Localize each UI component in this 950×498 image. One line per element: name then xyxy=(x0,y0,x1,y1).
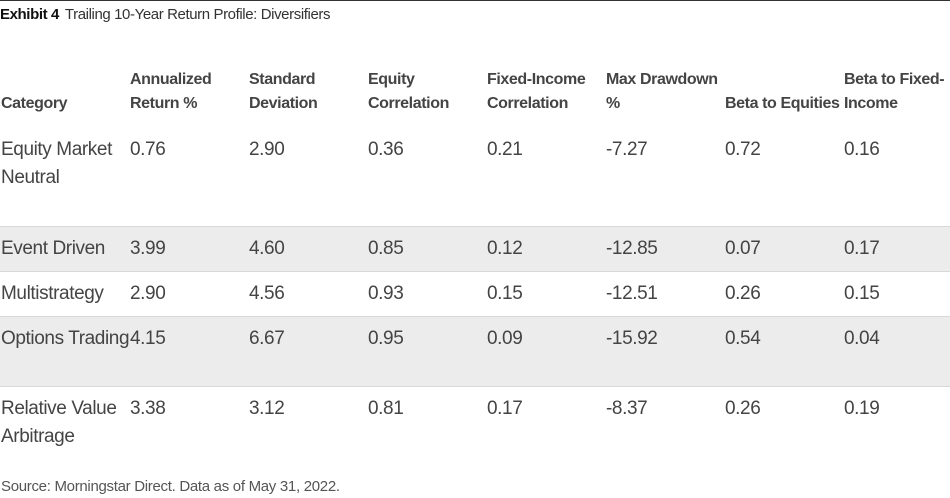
cell-annualized-return: 3.38 xyxy=(130,386,249,485)
table-row: Event Driven 3.99 4.60 0.85 0.12 -12.85 … xyxy=(0,226,950,272)
cell-standard-deviation: 6.67 xyxy=(249,316,368,387)
cell-annualized-return: 3.99 xyxy=(130,226,249,272)
column-header-equity-correlation: Equity Correlation xyxy=(368,71,449,112)
column-header-standard-deviation: Standard Deviation xyxy=(249,71,318,112)
cell-beta-to-equities: 0.26 xyxy=(725,386,844,485)
cell-category: Event Driven xyxy=(0,226,130,272)
cell-standard-deviation: 4.56 xyxy=(249,271,368,317)
cell-category: Multistrategy xyxy=(0,271,130,317)
cell-beta-to-equities: 0.54 xyxy=(725,316,844,387)
cell-category: Equity Market Neutral xyxy=(1,139,112,188)
cell-beta-to-fixed-income: 0.19 xyxy=(844,386,950,485)
cell-fixed-income-correlation: 0.15 xyxy=(487,271,606,317)
cell-max-drawdown: -7.27 xyxy=(606,139,648,160)
cell-max-drawdown: -8.37 xyxy=(606,386,725,485)
cell-beta-to-fixed-income: 0.16 xyxy=(844,139,880,160)
cell-fixed-income-correlation: 0.21 xyxy=(487,139,523,160)
column-header-beta-to-fixed-income: Beta to Fixed-Income xyxy=(844,71,945,112)
cell-beta-to-fixed-income: 0.04 xyxy=(844,316,950,387)
column-header-annualized-return: Annualized Return % xyxy=(130,71,212,112)
cell-beta-to-equities: 0.26 xyxy=(725,271,844,317)
cell-category: Relative Value Arbitrage xyxy=(0,386,130,485)
cell-annualized-return: 4.15 xyxy=(130,316,249,387)
exhibit-title-bar: Exhibit 4 Trailing 10-Year Return Profile… xyxy=(0,0,950,30)
cell-category: Options Trading xyxy=(0,316,130,387)
cell-equity-correlation: 0.36 xyxy=(368,139,404,160)
cell-fixed-income-correlation: 0.17 xyxy=(487,386,606,485)
column-header-fixed-income-correlation: Fixed-Income Correlation xyxy=(487,71,586,112)
cell-beta-to-equities: 0.07 xyxy=(725,226,844,272)
table-row: Relative Value Arbitrage 3.38 3.12 0.81 … xyxy=(0,386,950,485)
cell-max-drawdown: -12.85 xyxy=(606,226,725,272)
return-profile-table: Category Annualized Return % Standard De… xyxy=(0,30,950,485)
cell-fixed-income-correlation: 0.12 xyxy=(487,226,606,272)
cell-equity-correlation: 0.95 xyxy=(368,316,487,387)
cell-equity-correlation: 0.85 xyxy=(368,226,487,272)
table-header-row: Category Annualized Return % Standard De… xyxy=(0,30,950,128)
table-row: Options Trading 4.15 6.67 0.95 0.09 -15.… xyxy=(0,316,950,387)
table-row: Multistrategy 2.90 4.56 0.93 0.15 -12.51… xyxy=(0,271,950,317)
table-row: Equity Market Neutral 0.76 2.90 0.36 0.2… xyxy=(0,128,950,227)
column-header-beta-to-equities: Beta to Equities xyxy=(725,95,840,112)
cell-annualized-return: 0.76 xyxy=(130,139,166,160)
cell-standard-deviation: 3.12 xyxy=(249,386,368,485)
exhibit-label: Exhibit 4 xyxy=(0,6,59,23)
cell-max-drawdown: -12.51 xyxy=(606,271,725,317)
cell-beta-to-fixed-income: 0.15 xyxy=(844,271,950,317)
cell-max-drawdown: -15.92 xyxy=(606,316,725,387)
cell-standard-deviation: 2.90 xyxy=(249,139,285,160)
cell-standard-deviation: 4.60 xyxy=(249,226,368,272)
cell-annualized-return: 2.90 xyxy=(130,271,249,317)
exhibit-title: Trailing 10-Year Return Profile: Diversi… xyxy=(64,6,331,23)
column-header-max-drawdown: Max Drawdown % xyxy=(606,71,718,112)
cell-fixed-income-correlation: 0.09 xyxy=(487,316,606,387)
cell-beta-to-equities: 0.72 xyxy=(725,139,761,160)
cell-beta-to-fixed-income: 0.17 xyxy=(844,226,950,272)
cell-equity-correlation: 0.93 xyxy=(368,271,487,317)
source-note: Source: Morningstar Direct. Data as of M… xyxy=(1,478,340,495)
column-header-category: Category xyxy=(1,95,68,112)
cell-equity-correlation: 0.81 xyxy=(368,386,487,485)
